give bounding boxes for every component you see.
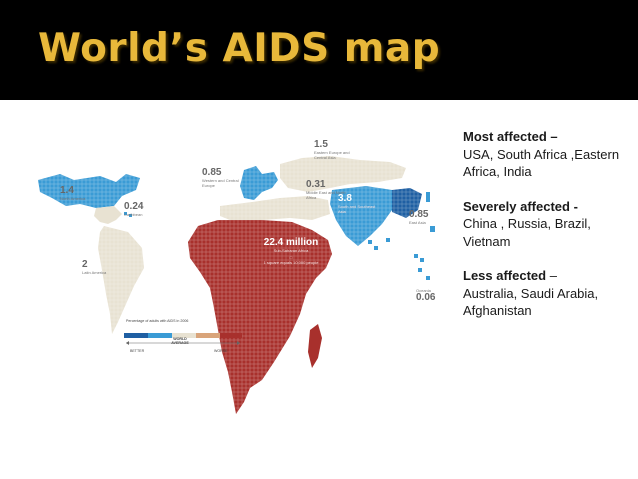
region-value: 3.8	[338, 193, 352, 204]
label-caribbean: 0.24 Caribbean	[124, 201, 144, 218]
legend-worse: WORSE	[214, 349, 228, 353]
square-note: 1 square equals 10,000 people	[263, 260, 319, 265]
label-oceania: Oceania 0.06	[416, 288, 435, 303]
title-bar: World’s AIDS map	[0, 0, 638, 100]
legend-bar	[124, 333, 242, 345]
map-graphic	[38, 156, 435, 414]
square-glyph: □	[289, 255, 293, 260]
region-africa	[188, 220, 332, 414]
note-heading: Most affected –	[463, 129, 558, 144]
note-most-affected: Most affected – USA, South Africa ,Easte…	[463, 128, 633, 181]
region-east-asia	[392, 188, 435, 232]
impact-notes: Most affected – USA, South Africa ,Easte…	[463, 128, 633, 337]
region-name: Oceania	[416, 288, 431, 293]
region-name: Middle East and North Africa	[306, 190, 346, 200]
region-value: 0.31	[306, 179, 326, 190]
region-name: Western and Central Europe	[202, 178, 239, 188]
label-western-europe: 0.85 Western and Central Europe	[202, 167, 242, 189]
region-value: 22.4 million	[263, 237, 319, 248]
region-value: 0.85	[202, 167, 222, 178]
note-heading: Less affected	[463, 268, 547, 283]
region-middle-east	[220, 196, 330, 220]
label-east-asia: 0.85 East Asia	[409, 209, 439, 226]
region-value: 1.5	[314, 139, 328, 150]
note-less-affected: Less affected – Australia, Saudi Arabia,…	[463, 267, 633, 320]
region-north-america	[38, 174, 140, 208]
region-name: Sub-Saharan Africa	[273, 248, 309, 253]
region-oceania	[414, 254, 430, 280]
region-value: 2	[82, 259, 88, 270]
region-value: 0.06	[416, 292, 436, 303]
region-value: 1.4	[60, 185, 74, 196]
region-eastern-europe	[280, 156, 406, 192]
legend-caption: Percentage of adults with AIDS in 2006	[126, 319, 189, 323]
region-value: 0.24	[124, 201, 144, 212]
note-body: China , Russia, Brazil, Vietnam	[463, 216, 591, 249]
region-name: Eastern Europe and Central Asia	[314, 150, 350, 160]
region-name: Latin America	[82, 270, 107, 275]
region-value: 0.85	[409, 209, 429, 220]
slide-title: World’s AIDS map	[38, 26, 441, 71]
note-body: USA, South Africa ,Eastern Africa, India	[463, 146, 620, 180]
label-south-asia: 3.8 South and Southeast Asia	[338, 193, 378, 215]
region-name: Caribbean	[124, 212, 143, 217]
note-heading: Severely affected -	[463, 198, 578, 214]
label-latin-america: 2 Latin America	[82, 259, 107, 276]
region-latin-america	[98, 226, 144, 334]
region-name: North America	[60, 196, 86, 201]
label-north-america: 1.4 North America	[60, 185, 86, 202]
region-name: South and Southeast Asia	[338, 204, 376, 214]
note-heading-tail: –	[546, 268, 557, 283]
label-africa: 22.4 million Sub-Saharan Africa □ 1 squa…	[256, 237, 326, 266]
region-caribbean	[94, 206, 132, 224]
region-name: East Asia	[409, 220, 426, 225]
label-eastern-europe: 1.5 Eastern Europe and Central Asia	[314, 139, 362, 161]
note-severely-affected: Severely affected - China , Russia, Braz…	[463, 198, 633, 251]
note-body: Australia, Saudi Arabia, Afghanistan	[463, 285, 599, 319]
aids-map: 1.4 North America 0.24 Caribbean 2 Latin…	[30, 128, 450, 428]
legend-better: BETTER	[130, 349, 145, 353]
region-south-asia	[330, 186, 392, 250]
label-middle-east: 0.31 Middle East and North Africa	[306, 179, 346, 201]
region-western-europe	[240, 166, 278, 200]
legend-average: WORLD AVERAGE	[171, 337, 189, 345]
